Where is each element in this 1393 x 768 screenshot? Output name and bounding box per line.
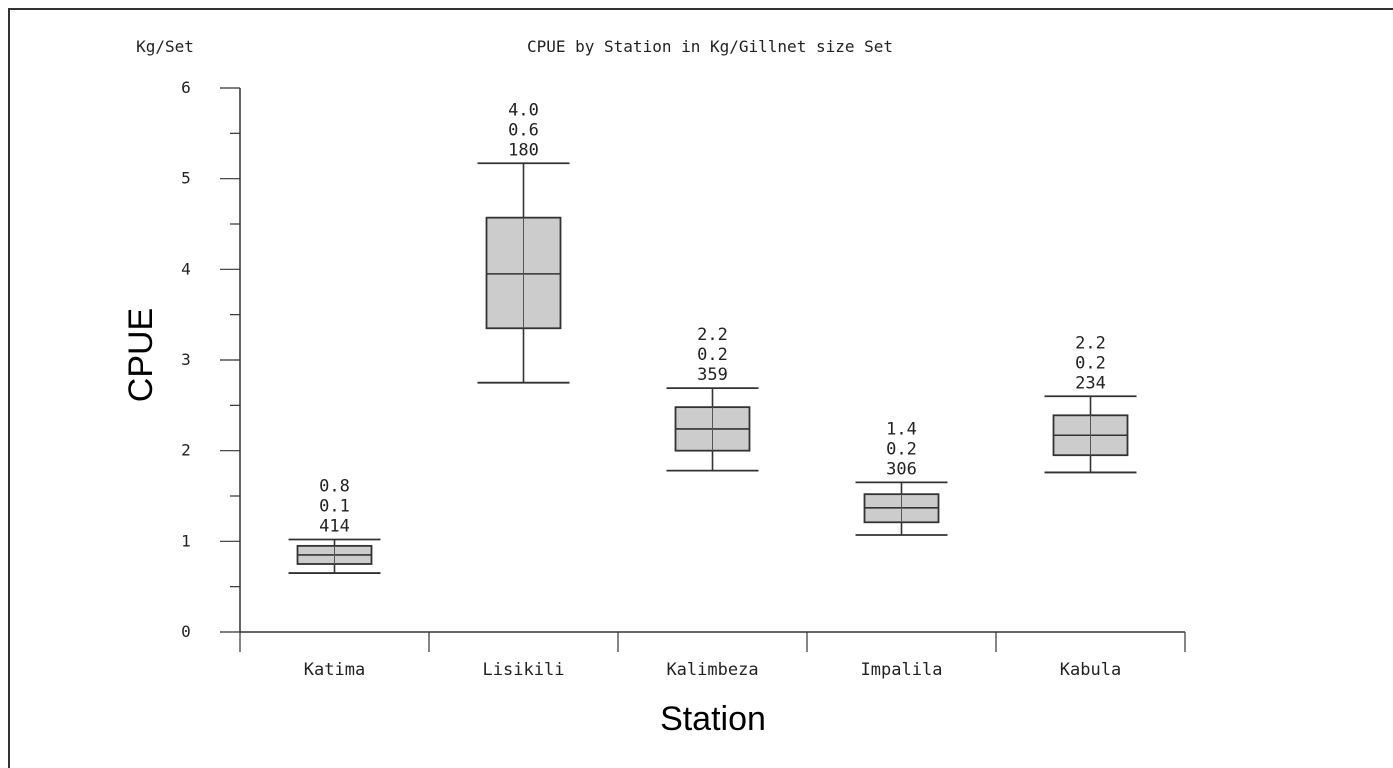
chart-title: CPUE by Station in Kg/Gillnet size Set <box>527 37 893 56</box>
box-annotation: 180 <box>508 140 539 160</box>
box-annotation: 2.2 <box>697 325 728 345</box>
box-annotation: 0.1 <box>319 497 350 517</box>
box-annotation: 1.4 <box>886 419 917 439</box>
box-annotation: 359 <box>697 365 728 385</box>
box-annotation: 0.2 <box>1075 353 1106 373</box>
box-plot-chart: Kg/Set CPUE by Station in Kg/Gillnet siz… <box>122 37 1186 738</box>
y-tick-label: 1 <box>181 531 191 550</box>
box-annotation: 234 <box>1075 373 1106 393</box>
y-tick-label: 3 <box>181 350 191 369</box>
y-axis-title: CPUE <box>122 308 160 402</box>
y-unit-label: Kg/Set <box>136 37 194 56</box>
x-tick-label: Kalimbeza <box>666 660 758 680</box>
x-tick-label: Impalila <box>861 660 943 680</box>
x-tick-label: Katima <box>304 660 365 680</box>
box-annotation: 0.6 <box>508 120 539 140</box>
x-tick-label: Lisikili <box>483 660 565 680</box>
box-annotation: 306 <box>886 459 917 479</box>
y-tick-label: 2 <box>181 441 191 460</box>
x-axis-title: Station <box>660 700 766 738</box>
y-tick-label: 6 <box>181 78 191 97</box>
chart-frame <box>8 8 1393 768</box>
box-annotation: 414 <box>319 517 350 537</box>
y-tick-label: 5 <box>181 169 191 188</box>
box-annotation: 4.0 <box>508 100 539 120</box>
box-annotation: 0.2 <box>886 439 917 459</box>
y-tick-label: 4 <box>181 259 191 278</box>
x-tick-label: Kabula <box>1060 660 1121 680</box>
y-tick-label: 0 <box>181 622 191 641</box>
boxes: 0.80.14144.00.61802.20.23591.40.23062.20… <box>288 100 1137 574</box>
box-annotation: 2.2 <box>1075 333 1106 353</box>
box-annotation: 0.2 <box>697 345 728 365</box>
box-annotation: 0.8 <box>319 477 350 497</box>
